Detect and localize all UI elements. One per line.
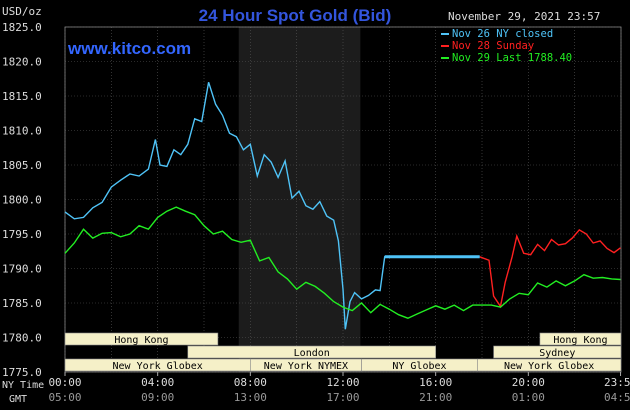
session-bar [187,345,436,359]
series-line-2 [64,206,621,319]
y-tick-label: 1790.0 [2,263,42,276]
x-tick-label-gmt: 21:00 [419,391,452,404]
datetime-label: November 29, 2021 23:57 [448,10,600,23]
x-tick-label-ny: 20:00 [512,376,545,389]
x-tick-label-ny: 04:00 [141,376,174,389]
gmt-label: GMT [9,394,27,405]
y-tick-label: 1810.0 [2,125,42,138]
x-tick-label-gmt: 01:00 [512,391,545,404]
brand-watermark: www.kitco.com [67,39,191,58]
session-label: New York NYMEX [264,361,348,372]
market-sessions: Hong Kong Hong Kong London Sydney New York G… [64,332,622,372]
x-tick-label-gmt: 13:00 [234,391,267,404]
session-bar [539,332,622,346]
session-label: Hong Kong [553,335,607,346]
x-tick-label-gmt: 05:00 [48,391,81,404]
x-tick-label-ny: 00:00 [48,376,81,389]
y-tick-label: 1825.0 [2,21,42,34]
x-tick-label-ny: 16:00 [419,376,452,389]
plot-area [64,26,622,373]
y-tick-label: 1775.0 [2,366,42,379]
y-tick-label: 1805.0 [2,159,42,172]
y-tick-label: 1785.0 [2,297,42,310]
legend-label: Nov 29 Last 1788.40 [452,52,572,64]
series-line-1 [479,228,621,309]
unit-label: USD/oz [2,5,42,18]
session-label: Sydney [539,348,575,359]
y-tick-label: 1795.0 [2,228,42,241]
chart-title: 24 Hour Spot Gold (Bid) [199,6,392,25]
axes: 1825.0 1820.0 1815.0 1810.0 1805.0 1800.0 1795… [2,21,630,404]
x-tick-label-ny: 08:00 [234,376,267,389]
y-tick-label: 1800.0 [2,194,42,207]
session-label: NY Globex [392,361,446,372]
x-tick-label-gmt: 17:00 [326,391,359,404]
session-label: New York Globex [113,361,203,372]
x-tick-label-ny: 23:59 [604,376,630,389]
session-label: London [294,348,330,359]
x-tick-label-ny: 12:00 [326,376,359,389]
session-bar [493,345,622,359]
legend-label: Nov 26 NY closed [452,28,553,40]
y-tick-label: 1820.0 [2,56,42,69]
ny-time-label: NY Time [2,380,44,391]
x-tick-label-gmt: 04:59 [604,391,630,404]
legend-label: Nov 28 Sunday [452,40,534,52]
y-tick-label: 1815.0 [2,90,42,103]
x-tick-label-gmt: 09:00 [141,391,174,404]
session-bar [477,358,622,372]
y-tick-label: 1780.0 [2,332,42,345]
session-bar [64,332,219,346]
series-line-0 [64,81,480,330]
session-label: Hong Kong [114,335,168,346]
session-label: New York Globex [504,361,594,372]
